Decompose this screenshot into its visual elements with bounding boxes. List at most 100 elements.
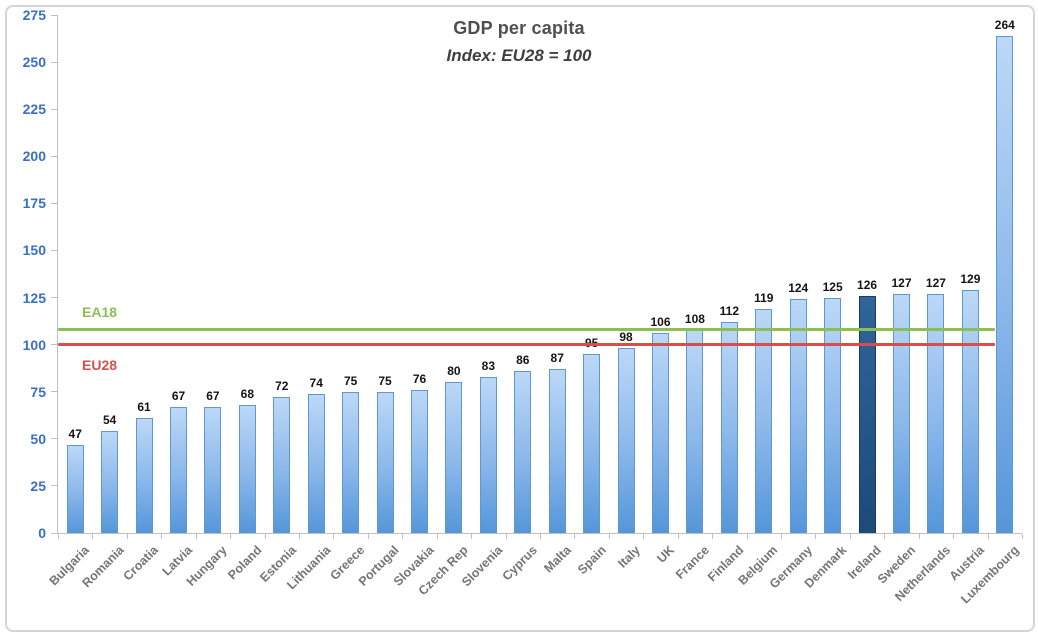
bar-value-label: 75 [378,373,392,388]
x-axis-tick [574,534,576,539]
bar-value-label: 98 [619,330,633,345]
bar-value-label: 127 [891,275,912,290]
bar-poland [238,404,256,533]
bar-czech-rep [445,382,463,533]
y-axis-tick [51,249,58,251]
bar-latvia [170,406,187,533]
x-axis-tick [746,534,748,539]
x-axis-tick [230,534,232,539]
y-axis-label: 150 [22,242,46,259]
y-axis-label: 100 [22,336,46,353]
bar-value-label: 68 [240,386,255,401]
bar-value-label: 112 [719,304,740,318]
bar-value-label: 124 [788,281,809,296]
bar-value-label: 61 [137,400,151,415]
bar-value-label: 86 [516,353,530,367]
bar-spain [583,354,601,533]
bar-germany [789,299,807,533]
bar-portugal [376,391,394,533]
bar-sweden [893,293,910,533]
reference-label-eu28: EU28 [82,356,118,373]
bar-hungary [204,406,222,533]
y-axis-tick [51,61,58,63]
reference-line-eu28 [58,343,995,347]
y-axis-tick [51,485,58,487]
y-axis-tick [51,438,58,440]
y-axis-label: 50 [30,430,46,447]
bar-austria [961,290,979,533]
bar-denmark [824,297,842,533]
bar-romania [101,431,119,533]
y-axis-label: 175 [22,195,46,212]
y-axis-tick [51,391,58,393]
y-axis-tick [51,155,58,157]
x-axis-tick [677,534,679,539]
bar-slovakia [411,389,428,533]
x-axis-tick [436,534,438,539]
x-axis-tick [402,534,404,539]
bar-value-label: 126 [857,277,878,292]
bar-lithuania [307,393,325,533]
bar-bulgaria [66,444,84,533]
reference-label-ea18: EA18 [82,303,118,320]
y-axis-label: 250 [22,54,46,71]
bar-italy [617,348,635,533]
chart-title: GDP per capita [453,18,585,38]
bar-value-label: 67 [171,388,186,403]
plot-area: 4754616767687274757576808386879598106108… [58,15,1022,534]
bar-finland [720,322,738,533]
y-axis-tick [51,297,58,299]
x-axis-tick [161,534,163,539]
x-axis-tick [58,534,59,539]
bar-france [686,329,704,533]
y-axis-tick [51,532,58,534]
x-axis-tick [1022,534,1023,539]
x-axis-tick [92,534,94,539]
bar-netherlands [927,293,945,533]
x-axis-tick [505,534,507,539]
y-axis-label: 25 [30,477,46,494]
x-axis-tick [299,534,300,539]
y-axis-tick [51,344,58,346]
bar-luxembourg [996,35,1014,533]
bar-value-label: 75 [343,373,358,388]
bar-greece [342,391,360,533]
bar-ireland [858,295,876,533]
bar-value-label: 87 [550,351,564,366]
x-axis-tick [953,534,955,539]
x-axis-tick [264,534,266,539]
bar-value-label: 54 [102,413,117,428]
bar-value-label: 80 [447,364,461,379]
y-axis-tick [51,202,58,204]
x-axis-tick [815,534,817,539]
x-axis-tick [643,534,645,539]
bar-value-label: 129 [960,272,981,286]
x-axis-tick [987,534,989,539]
x-axis-tick [884,534,886,539]
bar-value-label: 76 [412,371,427,386]
bar-value-label: 108 [684,311,705,326]
x-axis-tick [195,534,197,539]
x-axis-tick [608,534,610,539]
y-axis-label: 0 [38,525,46,541]
bar-value-label: 47 [68,426,82,441]
x-axis-tick [918,534,920,539]
x-axis-tick [471,534,473,539]
y-axis-label: 225 [22,101,46,118]
x-axis-tick [781,534,782,539]
reference-line-ea18 [58,328,995,332]
y-axis-label: 275 [22,7,46,23]
y-axis-label: 75 [30,383,46,400]
bar-value-label: 119 [754,290,774,305]
y-axis-tick [51,14,58,16]
bar-croatia [135,418,153,533]
x-axis-tick [849,534,851,539]
x-axis-tick [367,534,369,539]
x-axis-tick [126,534,128,539]
bar-estonia [273,397,291,533]
bar-value-label: 106 [650,315,671,330]
y-axis-tick [51,108,58,110]
bar-value-label: 67 [206,388,220,403]
y-axis-line [57,15,58,534]
